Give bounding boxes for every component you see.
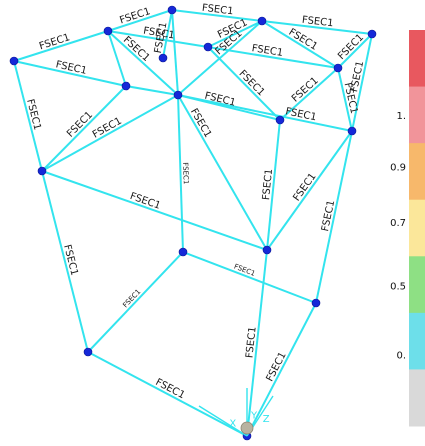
node-n10[interactable] (173, 90, 183, 100)
node-n13[interactable] (37, 166, 47, 176)
member-n10-n12[interactable] (177, 94, 353, 132)
member-label: FSEC1 (301, 15, 334, 30)
node-n12[interactable] (347, 126, 357, 136)
color-legend-band (409, 312, 425, 370)
member-n4-n1[interactable] (107, 9, 173, 32)
member-n2-n7[interactable] (207, 20, 263, 48)
member-n5-n4[interactable] (13, 30, 109, 62)
member-n3-n12[interactable] (351, 33, 373, 132)
member-n11-n15[interactable] (266, 119, 281, 251)
color-legend-tick-label: 1. (396, 111, 406, 122)
axis-label-y: Y (250, 410, 258, 421)
member-n13-n17[interactable] (41, 170, 89, 353)
member-n5-n9[interactable] (13, 60, 127, 87)
color-legend-band (409, 256, 425, 314)
member-n3-n8[interactable] (337, 33, 373, 69)
member-n5-n13[interactable] (13, 60, 43, 172)
member-n4-n9[interactable] (107, 30, 127, 87)
member-n8-n11[interactable] (279, 67, 339, 121)
member-n16-n18[interactable] (246, 302, 317, 437)
color-legend-band (409, 30, 425, 88)
node-n11[interactable] (275, 115, 285, 125)
color-legend-band (409, 199, 425, 257)
color-legend-band (409, 369, 425, 427)
color-legend-tick-label: 0.5 (390, 281, 406, 292)
node-n9[interactable] (121, 81, 131, 91)
member-n12-n15[interactable] (266, 130, 353, 251)
member-n10-n14[interactable] (177, 94, 184, 253)
member-n1-n2[interactable] (171, 9, 263, 22)
member-n4-n10[interactable] (107, 30, 179, 96)
node-n15[interactable] (262, 245, 272, 255)
color-legend-band (409, 143, 425, 201)
member-n7-n8[interactable] (207, 46, 339, 69)
member-label: FSEC1 (336, 32, 366, 62)
node-n16[interactable] (311, 298, 321, 308)
member-label: FSEC1 (290, 75, 321, 104)
color-legend-tick-label: 0.9 (390, 163, 406, 174)
node-n2[interactable] (257, 16, 267, 26)
axis-triad: X Y Z (198, 388, 274, 437)
color-legend-tick-label: 0. (396, 351, 406, 362)
member-n7-n11[interactable] (207, 46, 281, 121)
member-n14-n16[interactable] (182, 251, 317, 304)
node-n6[interactable] (158, 53, 168, 63)
member-label: FSEC1 (291, 171, 318, 203)
node-n8[interactable] (333, 63, 343, 73)
member-label: FSEC1 (251, 43, 284, 59)
member-n1-n6[interactable] (162, 9, 173, 59)
axis-origin-icon (240, 421, 254, 435)
members-layer (13, 9, 373, 437)
member-n8-n12[interactable] (337, 67, 353, 132)
member-label: FSEC1 (201, 3, 234, 18)
member-label: FSEC1 (261, 168, 275, 201)
member-n2-n3[interactable] (261, 20, 373, 35)
member-label: FSEC1 (237, 68, 267, 98)
member-n12-n16[interactable] (315, 130, 353, 304)
member-label: FSEC1 (38, 32, 71, 52)
color-legend-band (409, 86, 425, 144)
axis-x (198, 405, 248, 437)
member-label: FSEC1 (181, 162, 190, 184)
node-n1[interactable] (167, 5, 177, 15)
node-n17[interactable] (83, 347, 93, 357)
member-n15-n18[interactable] (246, 249, 268, 437)
nodes-layer (9, 5, 377, 441)
member-n10-n13[interactable] (41, 94, 179, 172)
axis-label-z: Z (263, 414, 270, 425)
node-n7[interactable] (203, 42, 213, 52)
color-legend-tick-label: 0.7 (390, 218, 406, 229)
member-label: FSEC1 (154, 377, 187, 401)
member-n9-n13[interactable] (41, 85, 127, 172)
member-n1-n10[interactable] (171, 9, 179, 96)
color-legend: 1. 0.9 0.7 0.5 0. (390, 30, 425, 427)
member-label: FSEC1 (65, 110, 95, 140)
member-label: FSEC1 (118, 6, 151, 26)
member-n10-n15[interactable] (177, 94, 268, 251)
member-label: FSEC1 (264, 350, 288, 383)
member-n14-n17[interactable] (87, 251, 184, 353)
node-n14[interactable] (178, 247, 188, 257)
member-n13-n15[interactable] (41, 170, 268, 251)
member-label: FSEC1 (128, 191, 161, 212)
member-n2-n8[interactable] (261, 20, 339, 69)
member-label: FSEC1 (121, 35, 152, 64)
member-n4-n7[interactable] (107, 30, 209, 48)
node-n3[interactable] (367, 29, 377, 39)
node-n4[interactable] (103, 26, 113, 36)
node-n5[interactable] (9, 56, 19, 66)
member-n9-n10[interactable] (125, 85, 179, 96)
member-label: FSEC1 (244, 326, 258, 359)
axis-label-x: X (229, 419, 236, 430)
member-label: FSEC1 (142, 26, 175, 42)
member-n17-n18[interactable] (87, 351, 248, 437)
